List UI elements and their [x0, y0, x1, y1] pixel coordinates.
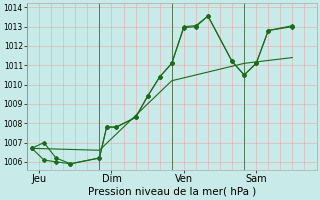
X-axis label: Pression niveau de la mer( hPa ): Pression niveau de la mer( hPa ): [88, 187, 256, 197]
